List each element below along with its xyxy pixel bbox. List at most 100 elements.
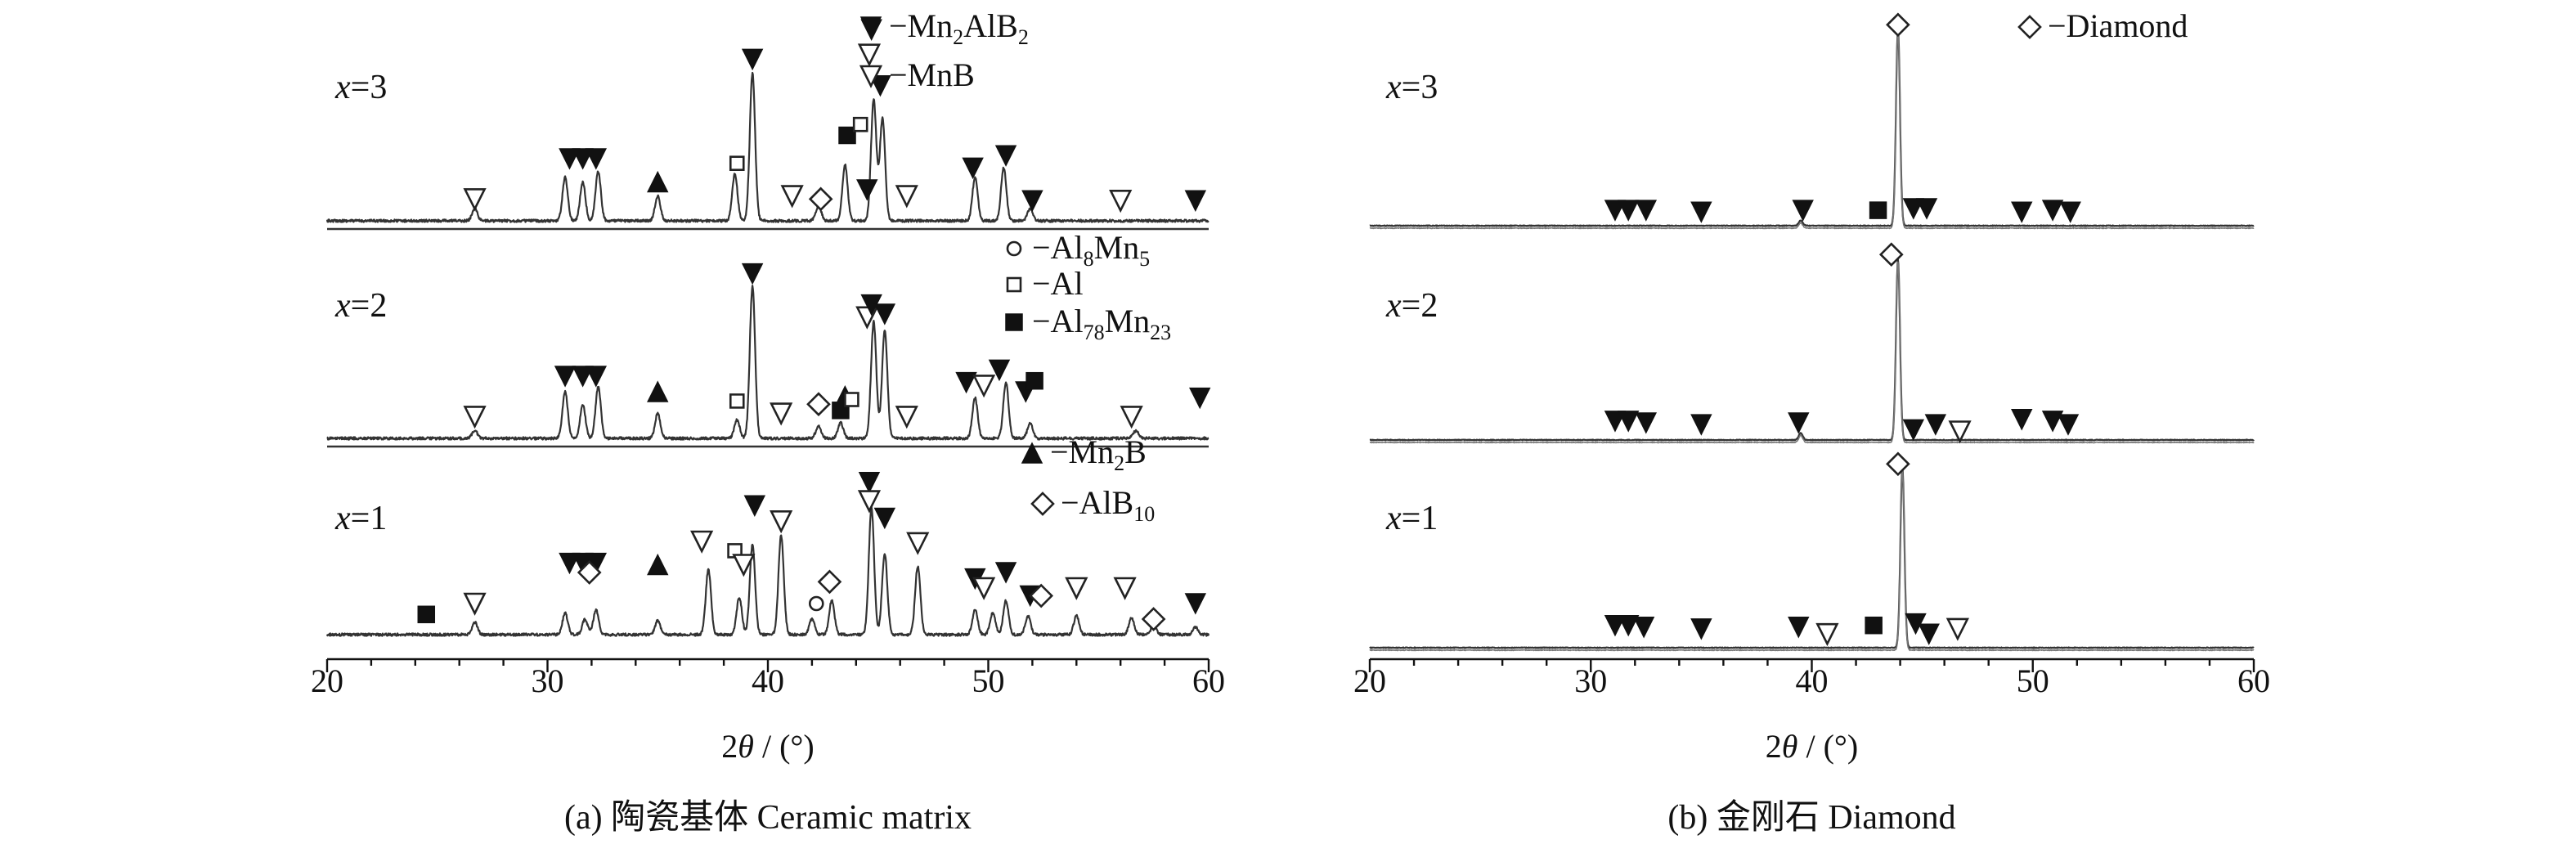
- x-tick-label: 50: [2017, 662, 2049, 699]
- marker-alb10: [817, 569, 842, 595]
- marker-al: [844, 392, 859, 407]
- marker-mn2alb2: [856, 179, 878, 201]
- legend-marker-mn2alb2: [859, 16, 882, 38]
- marker-mn2alb2: [1617, 411, 1640, 433]
- marker-mn2alb2: [559, 148, 581, 170]
- legend-label: −Al: [1032, 265, 1084, 302]
- marker-mn2alb2: [988, 359, 1011, 382]
- marker-mnb: [1109, 190, 1133, 213]
- marker-mn2alb2: [1690, 201, 1712, 223]
- marker-diamond: [1878, 242, 1904, 267]
- legend-item-al: −Al: [1006, 265, 1084, 302]
- legend-label: −Al8Mn5: [1032, 229, 1150, 271]
- legend-marker-alb10: [1030, 492, 1055, 516]
- marker-mn2alb2: [1788, 617, 1810, 639]
- marker-alb10: [806, 392, 831, 417]
- marker-mn2alb2: [2041, 411, 2064, 433]
- marker-mn2alb2: [1690, 618, 1712, 640]
- marker-mn2alb2: [2011, 201, 2033, 223]
- trace-a-3: [325, 505, 1210, 637]
- marker-mnb: [972, 375, 996, 398]
- x-tick-label: 30: [1574, 662, 1607, 699]
- series-label: x=2: [334, 287, 387, 325]
- marker-mn2alb2: [1902, 198, 1925, 220]
- marker-mn2alb2: [2057, 414, 2080, 436]
- marker-mnb: [906, 532, 930, 555]
- marker-diamond: [1886, 12, 1910, 38]
- panel-a: x=3 x=2 x=1 20 30 40 50 60 2θ / (°) (a) 陶瓷基体 Cera…: [311, 7, 1225, 837]
- marker-al78mn23: [1025, 371, 1043, 390]
- panel-caption: (b) 金刚石 Diamond: [1667, 798, 1955, 837]
- marker-mnb: [972, 577, 996, 600]
- marker-mnb: [857, 490, 882, 514]
- marker-alb10: [577, 560, 602, 585]
- x-tick-label: 60: [2237, 662, 2270, 699]
- marker-al78mn23: [417, 605, 436, 624]
- marker-diamond: [1886, 451, 1910, 477]
- marker-mnb: [857, 43, 882, 67]
- marker-mn2alb2: [994, 145, 1017, 167]
- trace-shadow: [1369, 261, 2255, 444]
- marker-mn2alb2: [1604, 614, 1627, 637]
- x-axis-label: 2θ / (°): [721, 728, 814, 765]
- marker-mn2alb2: [572, 366, 594, 388]
- legend-item-al8mn5: −Al8Mn5: [1006, 229, 1150, 271]
- marker-mn2b: [647, 553, 669, 576]
- panel-caption: (a) 陶瓷基体 Ceramic matrix: [564, 799, 972, 837]
- marker-mn2alb2: [1690, 414, 1712, 436]
- x-tick-label: 60: [1192, 662, 1225, 699]
- marker-mn2alb2: [858, 472, 881, 494]
- marker-mn2alb2: [1918, 623, 1940, 645]
- marker-mn2alb2: [1604, 411, 1627, 433]
- marker-mn2alb2: [1902, 419, 1925, 442]
- marker-mnb: [895, 185, 918, 209]
- marker-mn2alb2: [1924, 414, 1947, 436]
- legend-marker-mn2b: [1021, 442, 1043, 464]
- marker-mn2alb2: [1604, 200, 1627, 222]
- marker-al78mn23: [1869, 201, 1887, 219]
- marker-mnb: [770, 510, 793, 534]
- trace-b-1: [1369, 27, 2255, 227]
- marker-mn2alb2: [962, 157, 984, 180]
- legend-item-diamond: −Diamond: [2017, 7, 2188, 44]
- marker-mnb: [1815, 622, 1839, 647]
- legend-label: −Diamond: [2048, 7, 2188, 44]
- x-tick-label: 40: [752, 662, 784, 699]
- marker-mn2alb2: [873, 507, 896, 530]
- marker-mnb: [780, 185, 804, 209]
- x-tick-label: 30: [532, 662, 564, 699]
- marker-mn2alb2: [1632, 617, 1655, 639]
- marker-mn2alb2: [585, 148, 608, 170]
- marker-mn2alb2: [2041, 200, 2064, 222]
- panel-b: x=3 x=2 x=1 20 30 40 50 60 2θ / (°) (b) 金刚石 Diamo…: [1353, 7, 2270, 837]
- marker-mn2alb2: [2011, 409, 2033, 431]
- trace-a-2: [326, 285, 1209, 441]
- series-label: x=3: [334, 69, 387, 106]
- trace-a-1: [325, 71, 1209, 223]
- marker-mn2alb2: [1635, 200, 1658, 222]
- marker-mn2b: [647, 170, 669, 193]
- x-tick-label: 20: [1353, 662, 1386, 699]
- marker-mn2alb2: [554, 366, 577, 388]
- marker-mn2alb2: [2059, 201, 2081, 223]
- marker-mn2alb2: [1617, 614, 1640, 637]
- marker-mnb: [732, 554, 756, 577]
- marker-mn2alb2: [873, 303, 896, 325]
- marker-mn2alb2: [572, 148, 594, 170]
- marker-mnb: [463, 592, 487, 616]
- marker-mnb: [463, 406, 487, 429]
- series-label: x=2: [1385, 287, 1438, 325]
- marker-alb10: [1141, 607, 1166, 631]
- marker-mnb: [1120, 406, 1143, 429]
- trace-shadow: [1369, 469, 2255, 652]
- marker-mn2alb2: [741, 48, 764, 71]
- marker-mn2alb2: [1788, 412, 1810, 434]
- marker-mn2alb2: [585, 366, 608, 388]
- x-tick-label: 40: [1796, 662, 1829, 699]
- legend-marker-al: [1006, 276, 1022, 293]
- marker-mn2alb2: [1021, 190, 1043, 212]
- marker-mn2b: [647, 380, 669, 402]
- legend-marker-mnb: [859, 65, 883, 88]
- legend-marker-al8mn5: [1006, 240, 1022, 257]
- marker-al78mn23: [1865, 616, 1883, 635]
